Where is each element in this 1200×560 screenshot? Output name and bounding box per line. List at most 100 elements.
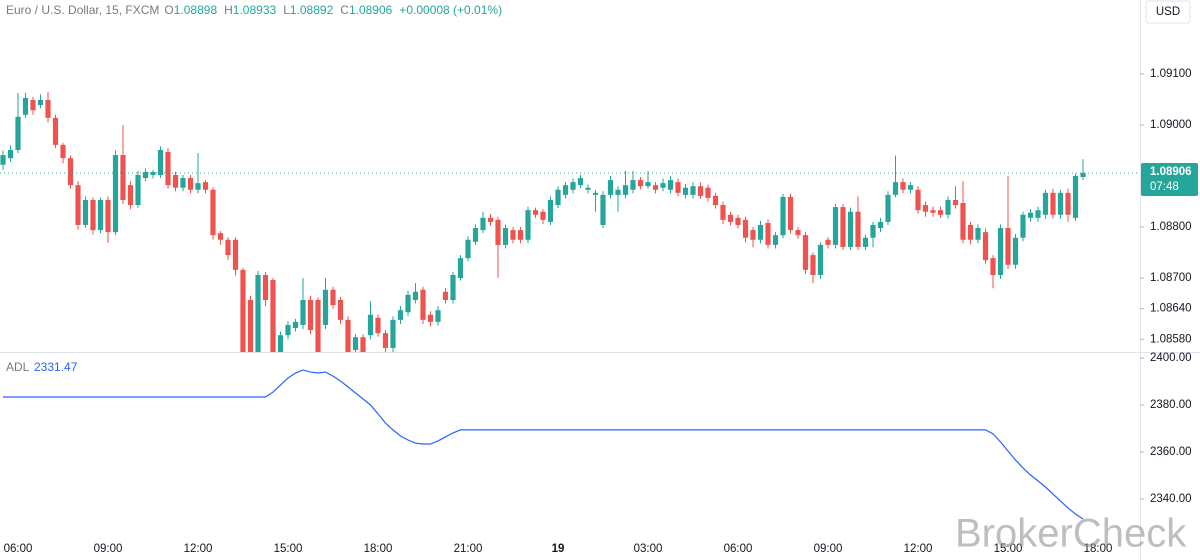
candle-body: [510, 230, 516, 240]
candle-body: [45, 99, 51, 118]
candle-body: [487, 217, 494, 222]
candle-body: [525, 210, 531, 240]
candle-body: [330, 289, 336, 306]
candle-body: [442, 291, 449, 300]
x-tick-label: 15:00: [994, 543, 1023, 555]
candle-body: [210, 189, 216, 236]
last-price-label: 1.08906: [1150, 166, 1192, 178]
candle-body: [862, 237, 869, 247]
candle-body: [562, 185, 569, 195]
candle-body: [697, 186, 704, 196]
candle-body: [90, 199, 96, 231]
candle-body: [982, 232, 989, 261]
candle-body: [787, 196, 794, 231]
candle-body: [810, 255, 816, 275]
y-tick-label: 2360.00: [1150, 446, 1192, 458]
candle-body: [600, 194, 606, 225]
candle-body: [300, 299, 306, 325]
candle-body: [127, 185, 134, 206]
y-tick-label: 1.08640: [1150, 303, 1192, 315]
candle-body: [630, 180, 636, 190]
candle-body: [855, 211, 861, 247]
candle-body: [307, 299, 314, 331]
candle-body: [315, 299, 321, 352]
candle-body: [450, 274, 456, 300]
candle-body: [0, 155, 6, 165]
candle-body: [517, 230, 524, 240]
candle-body: [547, 199, 554, 222]
candle-body: [1080, 172, 1086, 178]
candle-body: [555, 189, 561, 206]
ohlc-key: O: [164, 3, 174, 17]
candle-body: [202, 182, 209, 190]
candle-body: [397, 310, 404, 320]
x-tick-label: 06:00: [4, 543, 33, 555]
candle-body: [637, 180, 644, 187]
candle-body: [825, 239, 831, 245]
candle-body: [592, 192, 599, 195]
candle-body: [240, 269, 246, 352]
candle-body: [952, 199, 959, 206]
candle-body: [660, 183, 666, 188]
candle-body: [937, 210, 944, 215]
candle-body: [892, 182, 899, 195]
candle-body: [180, 178, 186, 188]
candle-body: [30, 99, 36, 111]
candle-body: [817, 244, 824, 275]
x-tick-label: 06:00: [724, 543, 753, 555]
candle-body: [465, 239, 471, 259]
candle-body: [900, 182, 906, 190]
currency-button[interactable]: [1145, 0, 1191, 24]
candle-body: [262, 274, 269, 300]
candle-body: [690, 186, 696, 195]
candle-body: [945, 199, 951, 215]
candle-body: [922, 205, 929, 212]
x-tick-label: 12:00: [904, 543, 933, 555]
candle-body: [667, 180, 674, 190]
candle-body: [150, 171, 156, 175]
candle-body: [352, 337, 359, 350]
y-tick-label: 2400.00: [1150, 352, 1192, 364]
candle-body: [15, 116, 21, 150]
candle-body: [607, 180, 614, 195]
y-tick-label: 1.08580: [1150, 333, 1192, 345]
legend-value: 2331.47: [34, 360, 78, 374]
symbol-title: Euro / U.S. Dollar, 15, FXCM: [6, 3, 160, 17]
candle-body: [390, 319, 396, 348]
candle-body: [802, 235, 809, 270]
candle-body: [675, 182, 681, 193]
candle-body: [412, 291, 419, 300]
y-tick-label: 1.08800: [1150, 221, 1192, 233]
candle-body: [157, 149, 164, 175]
x-tick-label: 15:00: [274, 543, 303, 555]
y-tick-label: 1.09000: [1150, 119, 1192, 131]
candle-body: [480, 217, 486, 231]
x-tick-label: 12:00: [184, 543, 213, 555]
candle-body: [712, 195, 719, 206]
candle-body: [930, 210, 936, 213]
ohlc-value: 1.08933: [232, 3, 277, 17]
candle-body: [375, 317, 381, 334]
candle-body: [840, 207, 846, 247]
ohlc-value: 1.08898: [173, 3, 218, 17]
candle-body: [750, 230, 756, 240]
ohlc-key: L: [283, 3, 290, 17]
candle-body: [870, 224, 876, 238]
x-tick-label: 09:00: [814, 543, 843, 555]
candle-body: [997, 228, 1004, 275]
candle-body: [285, 324, 291, 336]
candle-body: [885, 194, 891, 222]
candle-body: [142, 171, 149, 179]
candle-body: [1020, 214, 1026, 238]
candle-body: [847, 211, 854, 247]
currency-button-label[interactable]: USD: [1156, 6, 1180, 18]
candle-body: [1035, 210, 1041, 218]
y-tick-label: 1.09100: [1150, 68, 1192, 80]
candle-body: [735, 217, 741, 225]
candle-body: [420, 289, 426, 320]
candle-body: [577, 178, 584, 186]
ohlc-value: 1.08892: [289, 3, 334, 17]
ohlc-key: C: [340, 3, 349, 17]
